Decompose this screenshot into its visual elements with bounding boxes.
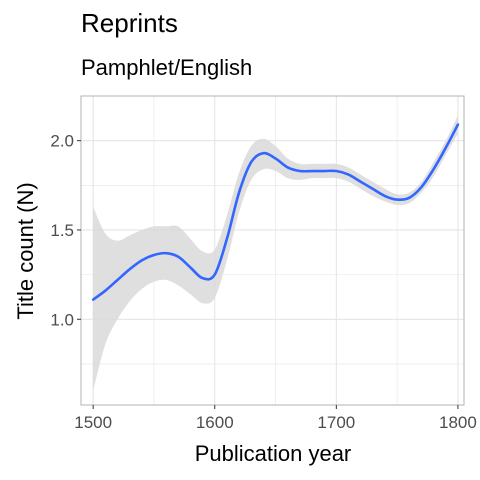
smooth-line [91, 123, 460, 301]
x-tick-label: 1500 [74, 413, 112, 432]
y-tick-label: 1.5 [50, 221, 74, 240]
panel-border [80, 95, 465, 406]
x-axis-title: Publication year [195, 441, 352, 466]
y-axis-title: Title count (N) [13, 182, 38, 319]
y-tick-label: 1.0 [50, 310, 74, 329]
x-tick-label: 1600 [196, 413, 234, 432]
x-axis-ticks: 1500 1600 1700 1800 [74, 405, 477, 432]
chart-subtitle: Pamphlet/English [81, 55, 253, 80]
chart-title: Reprints [81, 8, 178, 38]
y-tick-label: 2.0 [50, 132, 74, 151]
y-axis-ticks: 1.0 1.5 2.0 [50, 132, 81, 329]
x-tick-label: 1700 [317, 413, 355, 432]
x-tick-label: 1800 [439, 413, 477, 432]
